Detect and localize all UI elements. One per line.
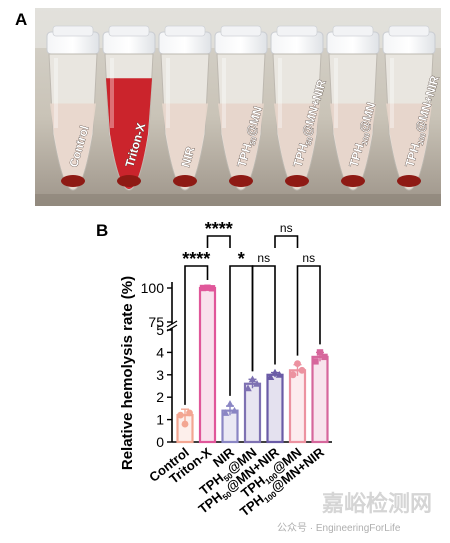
data-point [316, 349, 324, 356]
tube-photo: Control Triton-X NIR TPH50@MNTPH50@MN+NIRTP… [35, 8, 441, 206]
data-point [221, 409, 230, 416]
data-point [266, 373, 275, 381]
significance-label: **** [205, 219, 233, 239]
y-tick-label: 4 [156, 344, 164, 360]
watermark-large: 嘉峪检测网 [322, 491, 433, 516]
panel-a-letter: A [15, 10, 28, 29]
watermark-small: 公众号 · EngineeringForLife [277, 523, 401, 534]
tube-4: TPH50@MN+NIR [270, 25, 329, 191]
bar [198, 286, 217, 444]
data-point [271, 368, 279, 376]
significance-label: * [238, 249, 245, 269]
tube-6: TPH100@MN+NIR [382, 25, 441, 191]
significance-bracket [229, 265, 254, 396]
data-point [321, 353, 328, 361]
bar [288, 369, 307, 444]
data-point [204, 284, 211, 291]
significance-bracket [184, 265, 209, 405]
significance-bracket [251, 265, 276, 372]
data-point [248, 375, 257, 383]
significance-label: ns [257, 251, 270, 265]
data-point [244, 384, 252, 392]
significance-label: ns [280, 221, 293, 235]
y-tick-label: 0 [156, 434, 164, 450]
data-point [253, 379, 261, 387]
data-point [186, 409, 193, 417]
tube-label: NIR [178, 145, 197, 169]
y-tick-label: 3 [156, 367, 164, 383]
y-tick-label: 2 [156, 389, 164, 405]
panel-b-letter: B [96, 221, 109, 240]
bar [311, 355, 329, 444]
data-point [275, 371, 284, 378]
tube-3: TPH50@MN [214, 25, 268, 191]
data-point [181, 420, 189, 428]
data-point [312, 358, 319, 365]
significance-bracket [206, 235, 231, 248]
data-point [226, 400, 234, 407]
tube-1: Triton-X [102, 25, 156, 191]
data-point [230, 406, 239, 414]
y-tick-label: 75 [148, 314, 164, 330]
bar [243, 382, 262, 444]
y-tick-label: 100 [141, 280, 165, 296]
data-point [208, 285, 216, 292]
data-point [294, 360, 301, 367]
bar [266, 373, 284, 444]
significance-bracket [296, 265, 321, 356]
y-axis-label: Relative hemolysis rate (%) [119, 276, 136, 470]
significance-label: **** [182, 249, 210, 269]
data-point [289, 371, 297, 379]
data-point [298, 366, 306, 374]
y-tick-label: 5 [156, 322, 164, 338]
significance-label: ns [302, 251, 315, 265]
y-tick-label: 1 [156, 412, 164, 428]
tube-5: TPH100@MN [326, 25, 380, 191]
significance-bracket [274, 235, 299, 248]
tube-2: NIR [158, 25, 212, 191]
data-point [199, 284, 207, 292]
data-point [177, 411, 184, 419]
tube-0: Control [46, 25, 100, 191]
